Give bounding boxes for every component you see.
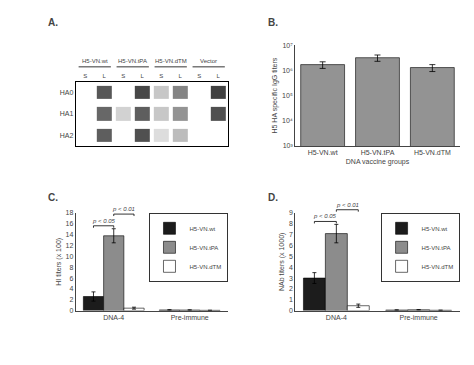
svg-text:HA1: HA1 — [60, 110, 74, 117]
svg-text:8: 8 — [69, 264, 73, 271]
svg-text:H5-VN.dTM: H5-VN.dTM — [155, 58, 187, 64]
svg-text:Vector: Vector — [200, 58, 217, 64]
svg-text:HA0: HA0 — [60, 89, 74, 96]
svg-text:4: 4 — [289, 264, 293, 271]
svg-text:NAb titers (x 1000): NAb titers (x 1000) — [278, 233, 286, 291]
svg-text:H5 HA specific IgG titers: H5 HA specific IgG titers — [271, 57, 279, 133]
svg-text:10⁷: 10⁷ — [282, 42, 293, 49]
svg-text:HI titers (x 100): HI titers (x 100) — [55, 238, 63, 286]
svg-text:2: 2 — [289, 285, 293, 292]
svg-text:6: 6 — [289, 242, 293, 249]
svg-text:0: 0 — [289, 307, 293, 314]
svg-text:DNA vaccine groups: DNA vaccine groups — [346, 158, 410, 166]
svg-text:7: 7 — [289, 231, 293, 238]
svg-text:DNA-4: DNA-4 — [326, 314, 347, 321]
svg-text:3: 3 — [289, 275, 293, 282]
svg-text:C.: C. — [48, 192, 58, 203]
svg-text:L: L — [141, 73, 145, 79]
svg-text:H5-VN.dTM: H5-VN.dTM — [189, 264, 221, 270]
svg-text:4: 4 — [69, 285, 73, 292]
svg-text:10³: 10³ — [283, 142, 294, 149]
svg-text:10⁶: 10⁶ — [282, 67, 293, 74]
svg-text:S: S — [83, 73, 87, 79]
svg-text:H5-VN.tPA: H5-VN.tPA — [189, 245, 218, 251]
svg-text:H5-VN.tPA: H5-VN.tPA — [118, 58, 147, 64]
svg-text:S: S — [159, 73, 163, 79]
svg-text:Pre-immune: Pre-immune — [171, 314, 209, 321]
svg-text:2: 2 — [69, 296, 73, 303]
svg-text:B.: B. — [268, 17, 278, 28]
svg-text:H5-VN.tPA: H5-VN.tPA — [361, 149, 395, 156]
svg-text:18: 18 — [66, 209, 74, 216]
svg-text:H5-VN.dTM: H5-VN.dTM — [414, 149, 451, 156]
svg-text:1: 1 — [289, 296, 293, 303]
svg-text:10⁴: 10⁴ — [282, 117, 293, 124]
svg-text:p < 0.01: p < 0.01 — [336, 202, 359, 208]
svg-text:H5-VN.wt: H5-VN.wt — [82, 58, 108, 64]
svg-text:H5-VN.wt: H5-VN.wt — [422, 226, 448, 232]
svg-text:9: 9 — [289, 209, 293, 216]
svg-text:5: 5 — [289, 253, 293, 260]
svg-text:H5-VN.wt: H5-VN.wt — [189, 226, 215, 232]
svg-text:S: S — [121, 73, 125, 79]
svg-text:S: S — [197, 73, 201, 79]
svg-text:p < 0.01: p < 0.01 — [112, 206, 135, 212]
svg-text:D.: D. — [268, 192, 278, 203]
svg-text:8: 8 — [289, 220, 293, 227]
svg-text:12: 12 — [66, 242, 74, 249]
svg-text:0: 0 — [69, 307, 73, 314]
svg-text:H5-VN.wt: H5-VN.wt — [308, 149, 338, 156]
svg-text:H5-VN.tPA: H5-VN.tPA — [422, 245, 451, 251]
svg-text:HA2: HA2 — [60, 132, 74, 139]
svg-text:L: L — [103, 73, 107, 79]
svg-text:L: L — [179, 73, 183, 79]
svg-text:p < 0.05: p < 0.05 — [92, 218, 116, 224]
svg-text:L: L — [217, 73, 221, 79]
svg-text:10: 10 — [66, 253, 74, 260]
svg-text:Pre-immune: Pre-immune — [400, 314, 438, 321]
svg-text:14: 14 — [66, 231, 74, 238]
svg-text:16: 16 — [66, 220, 74, 227]
svg-text:H5-VN.dTM: H5-VN.dTM — [422, 264, 454, 270]
svg-text:A.: A. — [48, 17, 58, 28]
svg-text:p < 0.05: p < 0.05 — [313, 213, 337, 219]
svg-text:10⁵: 10⁵ — [282, 92, 293, 99]
svg-text:6: 6 — [69, 275, 73, 282]
svg-text:DNA-4: DNA-4 — [103, 314, 124, 321]
